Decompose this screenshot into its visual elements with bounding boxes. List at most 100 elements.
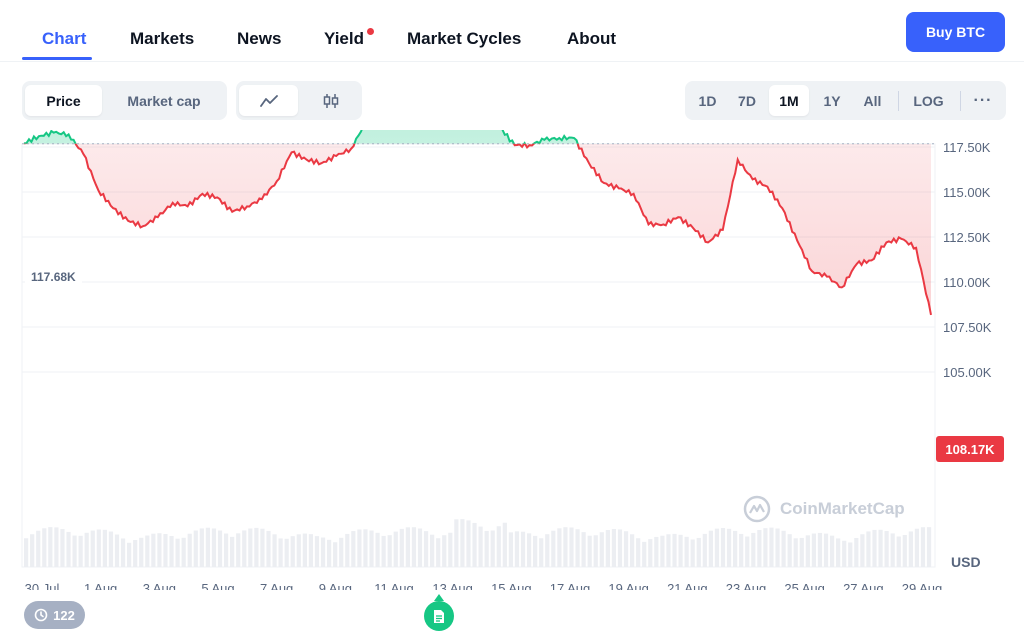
volume-bar	[526, 533, 532, 567]
volume-bar	[920, 527, 926, 567]
news-event-marker[interactable]	[424, 601, 454, 631]
volume-bar	[623, 531, 629, 567]
volume-bar	[169, 535, 174, 567]
price-tab[interactable]: Price	[25, 85, 102, 116]
volume-bar	[745, 536, 750, 567]
volume-bar	[860, 534, 865, 567]
volume-bar	[36, 530, 41, 567]
volume-bar	[811, 533, 816, 567]
volume-bar	[102, 529, 107, 567]
volume-bar	[720, 528, 726, 567]
tab-markets[interactable]: Markets	[130, 29, 195, 48]
price-point	[319, 161, 323, 165]
volume-bar	[84, 532, 89, 567]
volume-bar	[466, 520, 471, 567]
buy-btc-button[interactable]: Buy BTC	[906, 12, 1005, 52]
price-point	[245, 204, 249, 208]
candlestick-button[interactable]	[302, 85, 359, 116]
volume-bar	[175, 538, 180, 567]
history-button[interactable]: 122	[24, 601, 85, 629]
price-point	[186, 204, 190, 208]
volume-bar	[60, 529, 65, 567]
range-7d[interactable]: 7D	[738, 92, 756, 109]
volume-bar	[872, 529, 877, 567]
volume-bar	[514, 531, 520, 567]
volume-bar	[151, 533, 156, 567]
x-tick-label: 13 Aug	[432, 581, 473, 590]
volume-bar	[775, 528, 780, 567]
volume-bar	[551, 530, 556, 567]
price-point	[67, 132, 71, 136]
market-cap-tab[interactable]: Market cap	[127, 92, 201, 109]
volume-bar	[66, 531, 71, 567]
volume-bar	[842, 540, 847, 567]
range-1y[interactable]: 1Y	[823, 92, 841, 109]
volume-bar	[193, 530, 198, 567]
volume-bar	[205, 527, 210, 567]
volume-bar	[157, 533, 162, 567]
x-tick-label: 5 Aug	[201, 581, 234, 590]
volume-bar	[211, 528, 217, 567]
volume-bar	[284, 538, 289, 567]
price-point	[825, 275, 829, 279]
volume-bar	[805, 535, 810, 567]
volume-bar	[478, 526, 483, 567]
volume-bar	[914, 528, 920, 567]
tab-about[interactable]: About	[567, 29, 617, 48]
volume-bar	[781, 530, 786, 567]
volume-bar	[642, 541, 647, 567]
tab-chart[interactable]: Chart	[42, 29, 87, 48]
volume-bar	[793, 538, 798, 567]
more-options-button[interactable]: ···	[973, 91, 993, 109]
price-point	[542, 138, 546, 142]
tab-yield[interactable]: Yield	[324, 29, 364, 48]
volume-bar	[787, 534, 792, 567]
price-point	[751, 177, 755, 181]
volume-bar	[823, 533, 829, 567]
yield-notification-dot	[367, 28, 374, 35]
price-point	[22, 141, 26, 145]
price-point	[721, 228, 725, 232]
range-1m[interactable]: 1M	[769, 85, 809, 116]
volume-bar	[539, 538, 544, 567]
volume-bar	[351, 531, 356, 567]
price-chart[interactable]: 122.50K120.00K117.50K115.00K112.50K110.0…	[0, 130, 1024, 590]
volume-bar	[399, 528, 404, 567]
volume-bar	[726, 528, 732, 567]
tab-market-cycles[interactable]: Market Cycles	[407, 29, 522, 48]
price-point	[780, 206, 784, 210]
price-point	[587, 161, 591, 165]
price-point	[513, 143, 517, 147]
log-scale-button[interactable]: LOG	[913, 92, 944, 109]
price-point	[82, 152, 86, 156]
chart-type-toggle	[236, 81, 362, 120]
range-1d[interactable]: 1D	[698, 92, 717, 109]
volume-bar	[520, 531, 526, 567]
tab-news[interactable]: News	[237, 29, 282, 48]
volume-bar	[24, 538, 29, 567]
volume-bar	[430, 534, 435, 567]
price-point	[557, 136, 561, 140]
volume-bar	[636, 538, 641, 567]
volume-bar	[545, 534, 550, 567]
volume-bar	[42, 528, 47, 567]
volume-bar	[769, 527, 774, 567]
price-point	[349, 147, 353, 151]
volume-bar	[345, 533, 350, 567]
price-point	[111, 206, 115, 210]
volume-bar	[678, 534, 683, 567]
volume-bar	[339, 537, 344, 567]
volume-bar	[611, 529, 617, 567]
volume-bar	[108, 531, 114, 567]
price-point	[96, 188, 100, 192]
price-point	[855, 262, 859, 266]
range-all[interactable]: All	[863, 92, 882, 109]
line-chart-button[interactable]	[239, 85, 298, 116]
price-line-down	[24, 143, 932, 316]
volume-bar	[460, 519, 465, 567]
volume-bar	[587, 535, 592, 567]
volume-bar	[357, 529, 362, 567]
volume-bar	[54, 527, 59, 567]
price-area-below	[75, 143, 931, 315]
top-navigation: Chart Markets News Yield Market Cycles A…	[0, 0, 1024, 62]
